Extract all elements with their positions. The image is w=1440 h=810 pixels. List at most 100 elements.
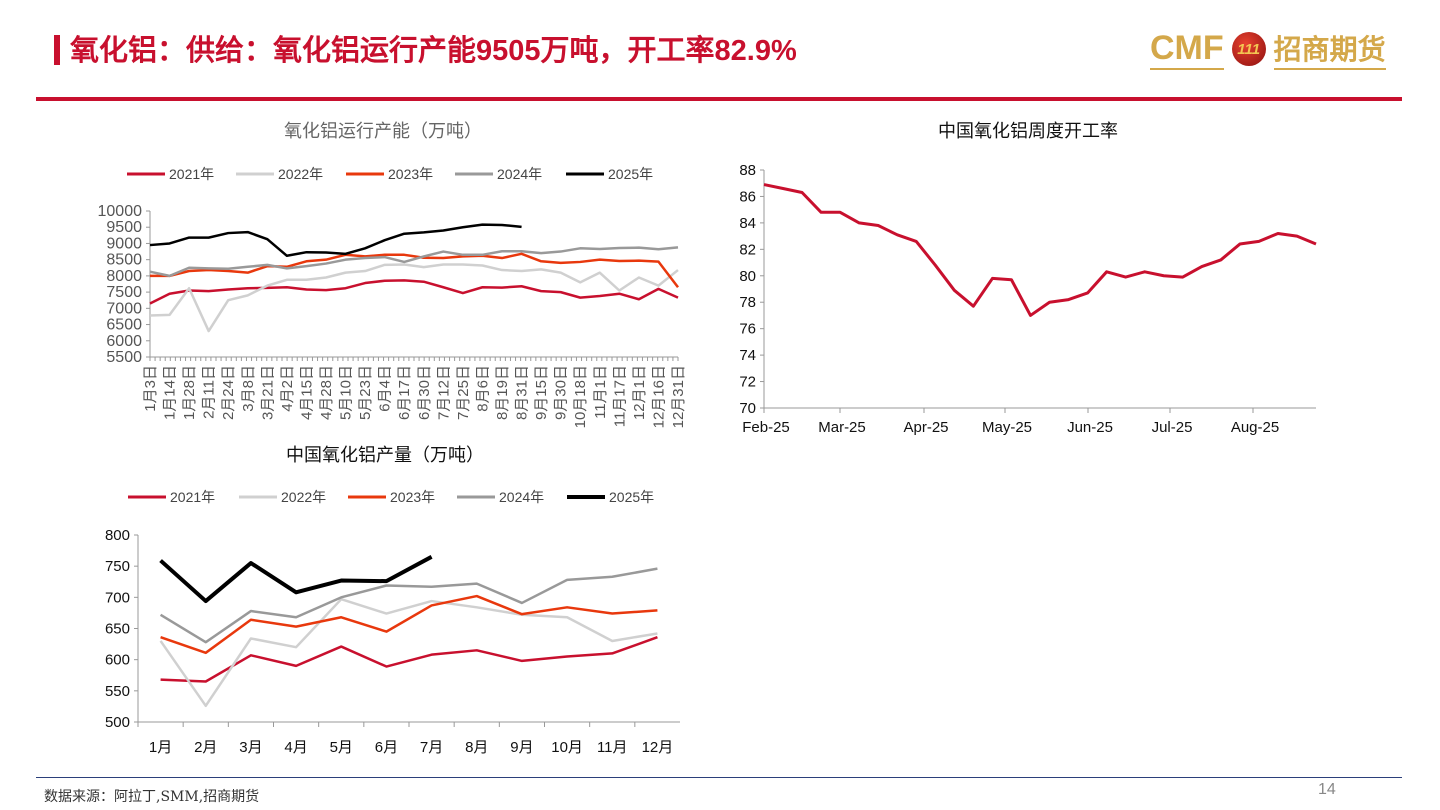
logo-cn: 招商期货 xyxy=(1273,28,1386,70)
legend-label: 2022年 xyxy=(281,489,326,505)
chart-title: 中国氧化铝周度开工率 xyxy=(938,121,1118,141)
y-tick-label: 5500 xyxy=(106,349,142,366)
x-tick-label: 8月6日 xyxy=(474,365,491,412)
y-tick-label: 70 xyxy=(739,400,756,417)
x-tick-label: 10月 xyxy=(551,739,583,756)
x-tick-label: 5月23日 xyxy=(357,365,374,420)
x-tick-label: 4月2日 xyxy=(279,365,296,412)
x-tick-label: 1月28日 xyxy=(181,365,198,420)
x-tick-label: Aug-25 xyxy=(1231,419,1279,436)
y-tick-label: 9000 xyxy=(106,235,142,252)
y-tick-label: 84 xyxy=(739,215,756,232)
y-tick-label: 80 xyxy=(739,268,756,285)
y-tick-label: 650 xyxy=(105,621,130,638)
legend-label: 2024年 xyxy=(497,166,542,182)
y-tick-label: 88 xyxy=(739,162,756,179)
x-tick-label: 1月3日 xyxy=(142,365,159,412)
series-line-2021年 xyxy=(149,279,679,305)
series-line-rate xyxy=(763,183,1317,317)
x-tick-label: 2月11日 xyxy=(201,365,218,419)
y-tick-label: 800 xyxy=(105,527,130,544)
y-tick-label: 78 xyxy=(739,294,756,311)
data-source: 数据来源：阿拉丁,SMM,招商期货 xyxy=(44,789,260,805)
y-tick-label: 750 xyxy=(105,558,130,575)
y-tick-label: 600 xyxy=(105,652,130,669)
x-tick-label: 2月 xyxy=(194,739,217,756)
x-tick-label: 6月30日 xyxy=(416,365,433,420)
company-logo: CMF 111 招商期货 xyxy=(1150,28,1386,70)
y-tick-label: 72 xyxy=(739,374,756,391)
y-tick-label: 7500 xyxy=(106,284,142,301)
x-tick-label: 6月17日 xyxy=(396,365,413,420)
x-tick-label: 11月17日 xyxy=(611,365,628,427)
chart-title: 中国氧化铝产量（万吨） xyxy=(286,445,484,465)
y-tick-label: 9500 xyxy=(106,219,142,236)
x-tick-label: 7月12日 xyxy=(435,365,452,420)
x-tick-label: 9月15日 xyxy=(533,365,550,420)
x-tick-label: 1月14日 xyxy=(162,365,179,420)
x-tick-label: 12月 xyxy=(642,739,674,756)
legend-label: 2024年 xyxy=(499,489,544,505)
x-tick-label: 2月24日 xyxy=(220,365,237,420)
legend-label: 2023年 xyxy=(388,166,433,182)
series-line-2025年 xyxy=(159,555,433,604)
legend-label: 2021年 xyxy=(170,489,215,505)
x-tick-label: 6月4日 xyxy=(377,365,394,412)
footer-divider xyxy=(36,777,1402,778)
x-tick-label: 8月 xyxy=(465,739,488,756)
y-tick-label: 86 xyxy=(739,188,756,205)
y-tick-label: 6500 xyxy=(106,317,142,334)
x-tick-label: 9月 xyxy=(510,739,533,756)
page-number: 14 xyxy=(1318,781,1336,798)
page-title: 氧化铝：供给：氧化铝运行产能9505万吨，开工率82.9% xyxy=(70,35,797,67)
series-line-2021年 xyxy=(160,636,658,683)
legend-label: 2021年 xyxy=(169,166,214,182)
x-tick-label: 7月25日 xyxy=(455,365,472,420)
legend-label: 2025年 xyxy=(608,166,653,182)
series-line-2023年 xyxy=(160,594,658,655)
series-line-2022年 xyxy=(159,597,658,708)
legend-label: 2023年 xyxy=(390,489,435,505)
series-line-2022年 xyxy=(149,263,679,333)
y-tick-label: 10000 xyxy=(98,203,143,220)
y-tick-label: 8000 xyxy=(106,268,142,285)
x-tick-label: 8月19日 xyxy=(494,365,511,420)
legend-label: 2025年 xyxy=(609,489,654,505)
x-tick-label: 10月18日 xyxy=(572,365,589,428)
x-tick-label: 4月28日 xyxy=(318,365,335,420)
y-tick-label: 500 xyxy=(105,714,130,731)
y-tick-label: 82 xyxy=(739,241,756,258)
y-tick-label: 8500 xyxy=(106,252,142,269)
y-tick-label: 76 xyxy=(739,321,756,338)
x-tick-label: 5月 xyxy=(330,739,353,756)
x-tick-label: 8月31日 xyxy=(514,365,531,420)
x-tick-label: 7月 xyxy=(420,739,443,756)
series-line-2024年 xyxy=(159,567,658,644)
x-tick-label: 1月 xyxy=(149,739,172,756)
x-tick-label: 4月15日 xyxy=(298,365,315,420)
x-tick-label: Mar-25 xyxy=(818,419,866,436)
x-tick-label: 9月30日 xyxy=(553,365,570,420)
x-tick-label: Apr-25 xyxy=(903,419,948,436)
x-tick-label: 3月21日 xyxy=(259,365,276,420)
legend-label: 2022年 xyxy=(278,166,323,182)
x-tick-label: Jun-25 xyxy=(1067,419,1113,436)
x-tick-label: 3月8日 xyxy=(240,365,257,412)
series-line-2023年 xyxy=(150,252,679,289)
x-tick-label: 11月 xyxy=(597,739,628,756)
y-tick-label: 74 xyxy=(739,347,756,364)
x-tick-label: 4月 xyxy=(284,739,307,756)
x-tick-label: Feb-25 xyxy=(742,419,790,436)
y-tick-label: 550 xyxy=(105,683,130,700)
x-tick-label: 6月 xyxy=(375,739,398,756)
x-tick-label: May-25 xyxy=(982,419,1032,436)
x-tick-label: Jul-25 xyxy=(1152,419,1193,436)
y-tick-label: 7000 xyxy=(106,300,142,317)
header-divider xyxy=(36,97,1402,101)
x-tick-label: 11月1日 xyxy=(592,365,609,419)
series-line-2025年 xyxy=(149,223,522,258)
y-tick-label: 700 xyxy=(105,589,130,606)
x-tick-label: 5月10日 xyxy=(338,365,355,420)
logo-cmf: CMF xyxy=(1150,29,1224,70)
